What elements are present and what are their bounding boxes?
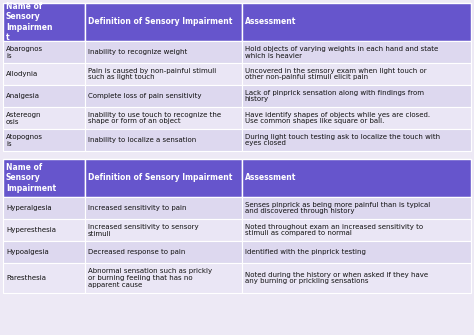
Bar [242,197,471,219]
Bar [3,159,85,197]
Text: Noted during the history or when asked if they have
any burning or prickling sen: Noted during the history or when asked i… [245,271,428,284]
Bar [3,263,85,293]
Text: Hypoalgesia: Hypoalgesia [6,249,49,255]
Bar [242,129,471,151]
Text: Inability to recognize weight: Inability to recognize weight [88,49,187,55]
Text: Have identify shapes of objects while yes are closed.
Use common shapes like squ: Have identify shapes of objects while ye… [245,112,430,125]
Bar [242,85,471,107]
Bar [85,63,242,85]
Text: Assessment: Assessment [245,17,296,26]
Bar [3,63,85,85]
Text: Lack of pinprick sensation along with findings from
history: Lack of pinprick sensation along with fi… [245,89,424,103]
Text: Abarognos
is: Abarognos is [6,46,43,59]
Text: Uncovered in the sensory exam when light touch or
other non-painful stimuli elic: Uncovered in the sensory exam when light… [245,67,426,80]
Text: Paresthesia: Paresthesia [6,275,46,281]
Bar [85,241,242,263]
Text: Senses pinprick as being more painful than is typical
and discovered through his: Senses pinprick as being more painful th… [245,201,430,214]
Text: Analgesia: Analgesia [6,93,40,99]
Bar [242,107,471,129]
Text: Name of
Sensory
Impairment: Name of Sensory Impairment [6,163,56,193]
Bar [242,241,471,263]
Bar [3,41,85,63]
Bar [3,3,85,41]
Text: Assessment: Assessment [245,174,296,183]
Text: Hold objects of varying weights in each hand and state
which is heavier: Hold objects of varying weights in each … [245,46,438,59]
Text: Noted throughout exam an increased sensitivity to
stimuli as compared to normal: Noted throughout exam an increased sensi… [245,223,423,237]
Text: Decreased response to pain: Decreased response to pain [88,249,185,255]
Bar [85,263,242,293]
Text: Astereogn
osis: Astereogn osis [6,112,42,125]
Text: Complete loss of pain sensitivity: Complete loss of pain sensitivity [88,93,201,99]
Text: Hyperalgesia: Hyperalgesia [6,205,52,211]
Text: Allodynia: Allodynia [6,71,38,77]
Bar [3,241,85,263]
Bar [242,63,471,85]
Text: Definition of Sensory Impairment: Definition of Sensory Impairment [88,17,232,26]
Bar [85,129,242,151]
Bar [85,3,242,41]
Text: Increased sensitivity to sensory
stimuli: Increased sensitivity to sensory stimuli [88,223,199,237]
Text: Atopognos
is: Atopognos is [6,134,43,146]
Text: During light touch testing ask to localize the touch with
eyes closed: During light touch testing ask to locali… [245,134,440,146]
Bar [3,197,85,219]
Text: Abnormal sensation such as prickly
or burning feeling that has no
apparent cause: Abnormal sensation such as prickly or bu… [88,268,212,288]
Bar [85,197,242,219]
Text: Identified with the pinprick testing: Identified with the pinprick testing [245,249,365,255]
Text: Hyperesthesia: Hyperesthesia [6,227,56,233]
Bar [242,219,471,241]
Text: Inability to localize a sensation: Inability to localize a sensation [88,137,196,143]
Bar [85,159,242,197]
Text: Name of
Sensory
Impairmen
t: Name of Sensory Impairmen t [6,2,53,42]
Bar [3,219,85,241]
Bar [3,107,85,129]
Text: Pain is caused by non-painful stimuli
such as light touch: Pain is caused by non-painful stimuli su… [88,67,216,80]
Bar [3,129,85,151]
Text: Inability to use touch to recognize the
shape or form of an object: Inability to use touch to recognize the … [88,112,221,125]
Text: Definition of Sensory Impairment: Definition of Sensory Impairment [88,174,232,183]
Bar [85,85,242,107]
Bar [85,107,242,129]
Bar [85,219,242,241]
Bar [242,41,471,63]
Bar [242,159,471,197]
Bar [85,41,242,63]
Bar [242,263,471,293]
Text: Increased sensitivity to pain: Increased sensitivity to pain [88,205,186,211]
Bar [242,3,471,41]
Bar [3,85,85,107]
